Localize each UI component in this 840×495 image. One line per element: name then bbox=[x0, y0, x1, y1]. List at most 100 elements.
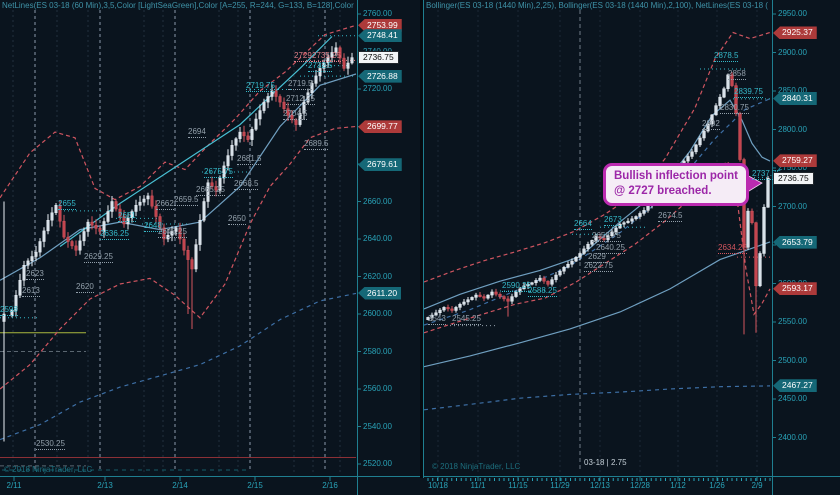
candle-body bbox=[538, 277, 542, 281]
candle-body bbox=[594, 236, 598, 241]
candle-body bbox=[694, 144, 698, 153]
candle-body bbox=[246, 135, 250, 140]
axis-tick-label: 2620.00 bbox=[363, 271, 392, 281]
candle-body bbox=[686, 156, 690, 162]
price-level-label: 2668.5 bbox=[234, 179, 259, 190]
candle-body bbox=[22, 265, 26, 281]
candle-body bbox=[622, 222, 626, 225]
candle-body bbox=[174, 227, 178, 232]
axis-tick-label: 2500.00 bbox=[778, 355, 807, 365]
candle-body bbox=[642, 210, 646, 214]
candle-body bbox=[118, 208, 122, 217]
candle-body bbox=[638, 213, 642, 217]
price-level-label: 2737.75 bbox=[752, 169, 781, 180]
price-level-label: 2673 bbox=[604, 215, 622, 226]
date-label: 12/28 bbox=[629, 481, 651, 490]
candle-body bbox=[110, 201, 114, 212]
candle-body bbox=[546, 280, 550, 285]
price-tag: 2748.41 bbox=[358, 29, 402, 43]
axis-tick-label: 2450.00 bbox=[778, 394, 807, 403]
candle-body bbox=[606, 235, 610, 240]
candle-body bbox=[430, 314, 434, 318]
price-tag: 2653.79 bbox=[773, 235, 817, 249]
price-level-label: 2620 bbox=[76, 282, 94, 293]
candle-body bbox=[42, 230, 46, 242]
candle-body bbox=[482, 296, 486, 299]
price-level-label: 2659.5 bbox=[174, 195, 199, 206]
price-tag: 2593.17 bbox=[773, 282, 817, 296]
candle-body bbox=[82, 231, 86, 242]
price-level-label: 2694 bbox=[188, 127, 206, 138]
axis-tick-label: 2750.00 bbox=[778, 163, 807, 172]
copyright-right: © 2018 NinjaTrader, LLC bbox=[432, 462, 521, 471]
time-axis[interactable] bbox=[0, 478, 840, 495]
candle-body bbox=[514, 291, 518, 297]
price-level-label: 2719.5 bbox=[288, 79, 313, 90]
candle-body bbox=[470, 297, 474, 300]
candle-body bbox=[162, 227, 166, 240]
price-tag: 2467.27 bbox=[773, 379, 817, 393]
series-bb100-mid bbox=[423, 241, 771, 368]
candle-body bbox=[630, 218, 634, 222]
series-bb100-upper bbox=[423, 98, 771, 326]
axis-tick-label: 2900.00 bbox=[778, 47, 807, 57]
contract-rollover-label: 03-18 | 2.75 bbox=[584, 458, 627, 467]
price-level-label: 2675.75 bbox=[204, 167, 233, 178]
candle-body bbox=[274, 90, 278, 97]
candle-body bbox=[142, 198, 146, 203]
annotation-line1: Bullish inflection point bbox=[614, 170, 738, 182]
candle-body bbox=[454, 307, 458, 311]
price-tag: 2925.37 bbox=[773, 26, 817, 40]
price-level-label: 2645.25 bbox=[158, 227, 187, 238]
candle-body bbox=[730, 74, 734, 86]
candle-body bbox=[510, 296, 514, 302]
date-label: 11/29 bbox=[550, 481, 570, 490]
candle-body bbox=[558, 270, 562, 276]
axis-tick-label: 2760.00 bbox=[363, 9, 392, 18]
price-level-label: 2636.25 bbox=[100, 229, 129, 240]
candle-body bbox=[474, 294, 478, 298]
axis-tick-label: 2850.00 bbox=[778, 86, 807, 95]
right-price-axis[interactable] bbox=[772, 0, 840, 478]
price-tag: 2840.31 bbox=[773, 91, 817, 105]
candle-body bbox=[294, 119, 298, 125]
price-tag: 2736.75 bbox=[358, 51, 399, 65]
date-label: 11/15 bbox=[508, 481, 528, 490]
candle-body bbox=[14, 295, 18, 311]
series-bollinger-upper bbox=[0, 24, 357, 201]
candle-body bbox=[218, 177, 222, 191]
candle-body bbox=[154, 205, 158, 217]
candle-body bbox=[610, 231, 614, 237]
candle-body bbox=[582, 248, 586, 254]
candle-body bbox=[534, 280, 538, 283]
candle-body bbox=[562, 267, 566, 272]
candle-body bbox=[634, 216, 638, 220]
price-level-label: 2530.25 bbox=[36, 439, 65, 450]
candle-body bbox=[38, 241, 42, 253]
candle-body bbox=[346, 62, 350, 69]
left-price-axis[interactable] bbox=[357, 0, 420, 478]
axis-tick-label: 2400.00 bbox=[778, 432, 807, 442]
candle-body bbox=[206, 182, 210, 202]
candle-body bbox=[698, 137, 702, 146]
candle-body bbox=[202, 201, 206, 221]
series-bollinger-lower bbox=[0, 125, 357, 390]
date-label: 1/12 bbox=[670, 481, 686, 490]
candle-body bbox=[262, 101, 266, 111]
annotation-note[interactable]: Bullish inflection point @ 2727 breached… bbox=[603, 163, 749, 206]
price-tag: 2699.77 bbox=[358, 120, 402, 134]
candle-body bbox=[182, 238, 186, 251]
candle-body bbox=[230, 145, 234, 156]
price-level-label: 2719.75 bbox=[246, 81, 275, 92]
candle-body bbox=[618, 223, 622, 229]
date-label: 2/11 bbox=[6, 481, 22, 490]
candle-body bbox=[222, 165, 226, 179]
axis-tick-label: 2740.00 bbox=[363, 47, 392, 56]
price-level-label: 2858 bbox=[728, 69, 746, 80]
candle-body bbox=[58, 205, 62, 222]
candle-body bbox=[586, 243, 590, 250]
candle-body bbox=[158, 216, 162, 228]
price-tag: 2726.88 bbox=[358, 69, 402, 83]
axis-tick-label: 2580.00 bbox=[363, 346, 392, 356]
